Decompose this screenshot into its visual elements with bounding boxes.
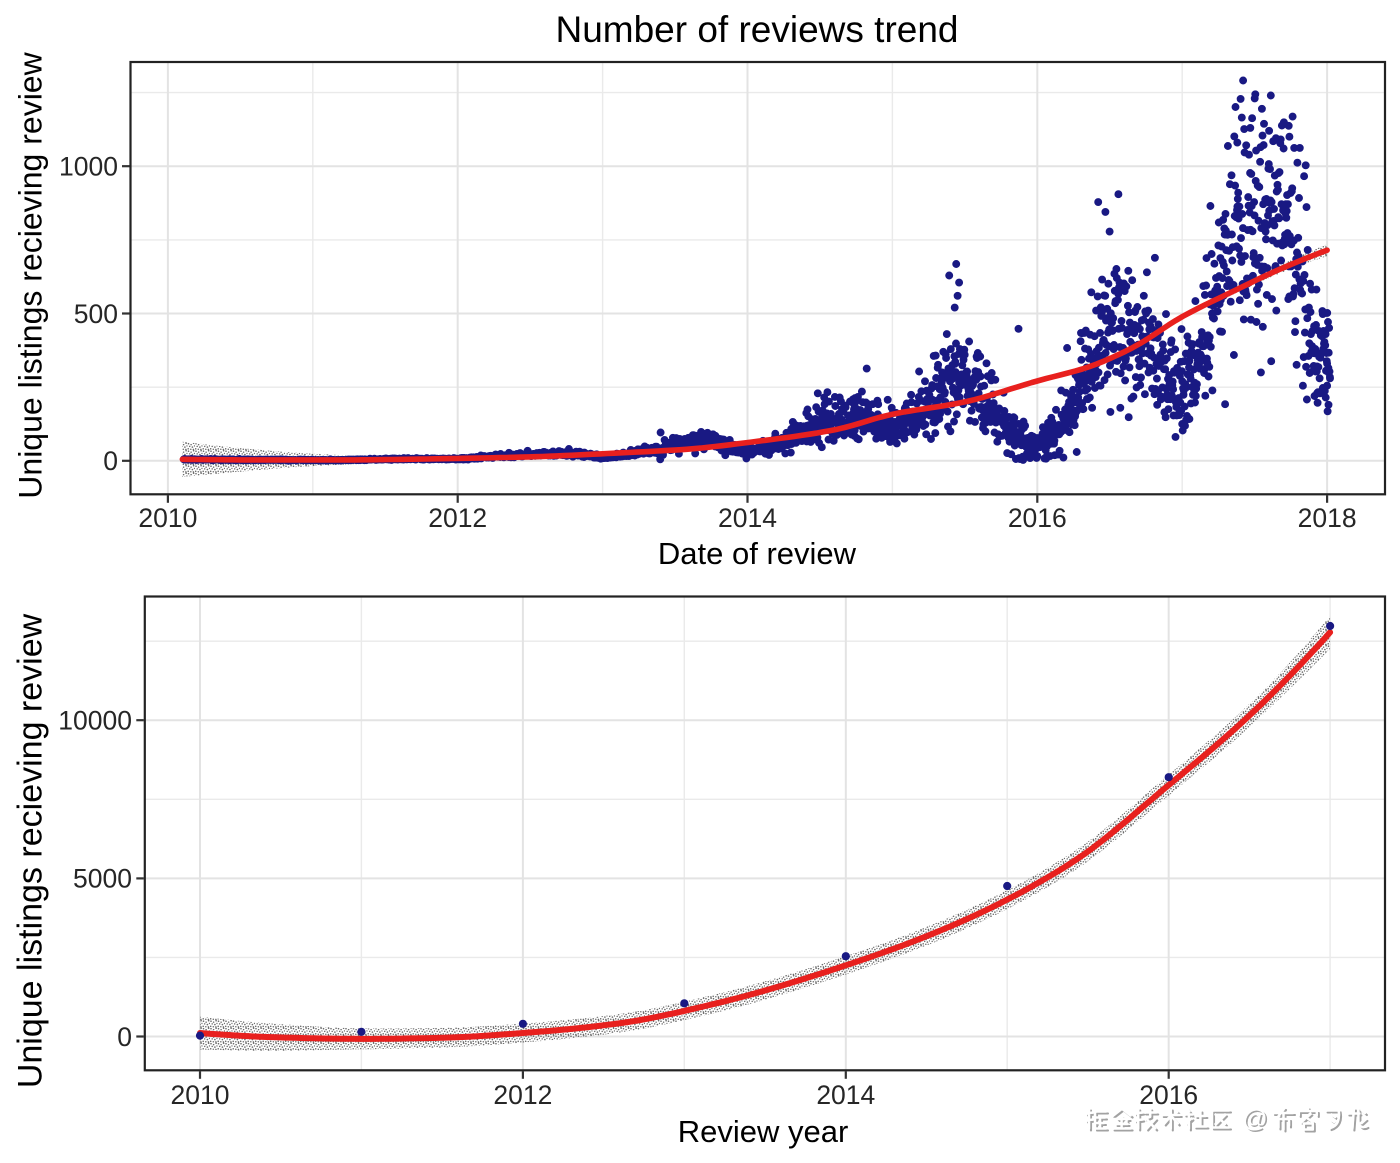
- svg-text:0: 0: [117, 1022, 132, 1052]
- svg-text:Review year: Review year: [678, 1114, 849, 1149]
- svg-text:Unique listings recieving revi: Unique listings recieving review: [12, 613, 50, 1088]
- svg-text:@: @: [1242, 1105, 1267, 1133]
- svg-text:2012: 2012: [493, 1080, 552, 1110]
- svg-text:Unique listings recieving revi: Unique listings recieving review: [13, 51, 49, 498]
- svg-text:2012: 2012: [428, 503, 487, 533]
- svg-text:2014: 2014: [718, 503, 777, 533]
- svg-text:2010: 2010: [138, 503, 197, 533]
- svg-text:5000: 5000: [73, 864, 132, 894]
- svg-text:500: 500: [74, 299, 118, 329]
- svg-text:10000: 10000: [58, 706, 132, 736]
- svg-text:2018: 2018: [1298, 503, 1357, 533]
- svg-text:@: @: [1244, 1107, 1269, 1135]
- svg-text:0: 0: [103, 446, 118, 476]
- svg-text:2014: 2014: [816, 1080, 875, 1110]
- svg-text:2016: 2016: [1008, 503, 1067, 533]
- svg-text:1000: 1000: [59, 152, 118, 182]
- svg-text:2016: 2016: [1139, 1080, 1198, 1110]
- svg-text:Number of reviews trend: Number of reviews trend: [555, 9, 958, 50]
- svg-text:2010: 2010: [171, 1080, 230, 1110]
- svg-text:Date of review: Date of review: [658, 536, 857, 571]
